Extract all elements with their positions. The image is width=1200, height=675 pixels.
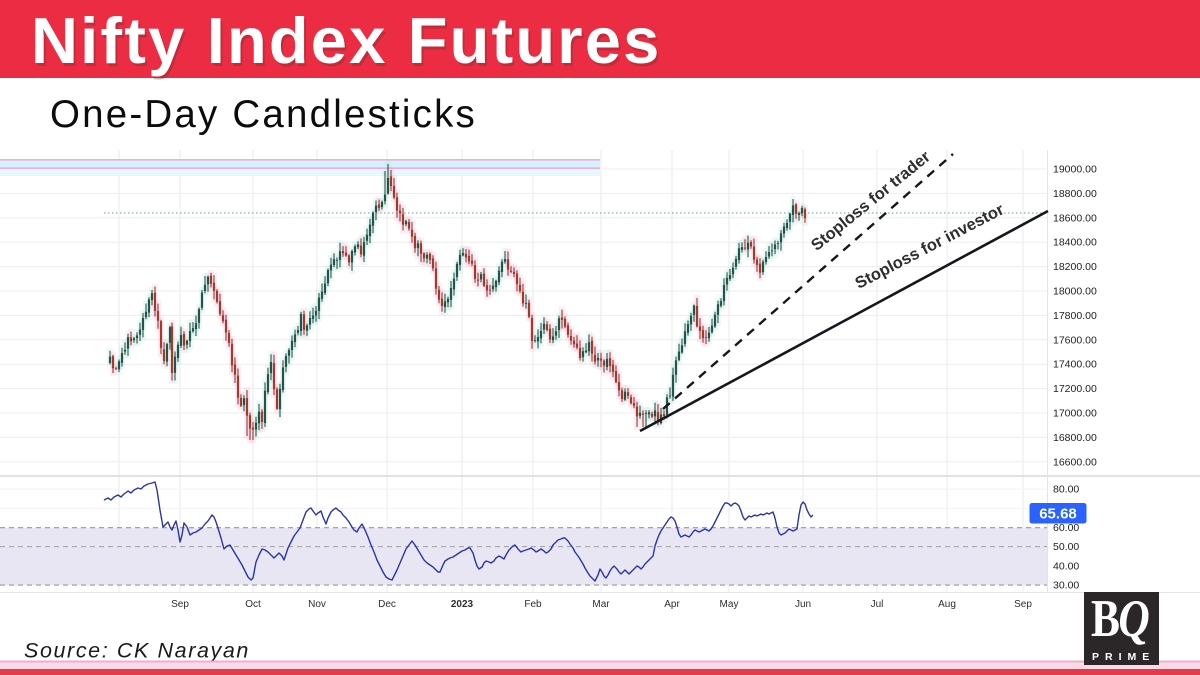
svg-text:18200.00: 18200.00: [1053, 261, 1097, 273]
svg-text:One-Day Candlesticks: One-Day Candlesticks: [50, 93, 477, 136]
svg-text:16800.00: 16800.00: [1053, 432, 1097, 444]
svg-text:16600.00: 16600.00: [1053, 456, 1097, 468]
svg-text:Nifty Index Futures: Nifty Index Futures: [33, 7, 663, 80]
svg-text:Jul: Jul: [871, 599, 884, 610]
svg-text:Dec: Dec: [378, 599, 396, 610]
svg-text:50.00: 50.00: [1053, 541, 1079, 553]
svg-text:30.00: 30.00: [1053, 580, 1079, 592]
svg-text:80.00: 80.00: [1053, 484, 1079, 496]
svg-text:Oct: Oct: [245, 599, 261, 610]
svg-text:17200.00: 17200.00: [1053, 383, 1097, 395]
svg-text:Feb: Feb: [524, 599, 542, 610]
svg-text:Aug: Aug: [938, 599, 956, 610]
svg-text:17600.00: 17600.00: [1053, 334, 1097, 346]
svg-text:PRIME: PRIME: [1092, 651, 1155, 663]
svg-text:Sep: Sep: [171, 599, 189, 610]
svg-text:17400.00: 17400.00: [1053, 359, 1097, 371]
svg-text:18000.00: 18000.00: [1053, 286, 1097, 298]
svg-text:65.68: 65.68: [1039, 506, 1077, 523]
svg-text:17800.00: 17800.00: [1053, 310, 1097, 322]
svg-text:18800.00: 18800.00: [1053, 188, 1097, 200]
svg-text:19000.00: 19000.00: [1053, 164, 1097, 176]
svg-text:May: May: [720, 599, 739, 610]
svg-text:Apr: Apr: [664, 599, 680, 610]
svg-text:Sep: Sep: [1014, 599, 1032, 610]
svg-text:17000.00: 17000.00: [1053, 408, 1097, 420]
svg-text:Nifty Index Futures: Nifty Index Futures: [31, 4, 661, 77]
svg-text:18400.00: 18400.00: [1053, 237, 1097, 249]
svg-text:Mar: Mar: [592, 599, 610, 610]
svg-text:Jun: Jun: [795, 599, 811, 610]
svg-text:Nov: Nov: [308, 599, 326, 610]
svg-text:18600.00: 18600.00: [1053, 212, 1097, 224]
svg-text:40.00: 40.00: [1053, 560, 1079, 572]
svg-text:60.00: 60.00: [1053, 522, 1079, 534]
svg-text:2023: 2023: [451, 599, 474, 610]
svg-text:Source: CK Narayan: Source: CK Narayan: [24, 639, 250, 663]
svg-text:BQ: BQ: [1091, 590, 1150, 648]
